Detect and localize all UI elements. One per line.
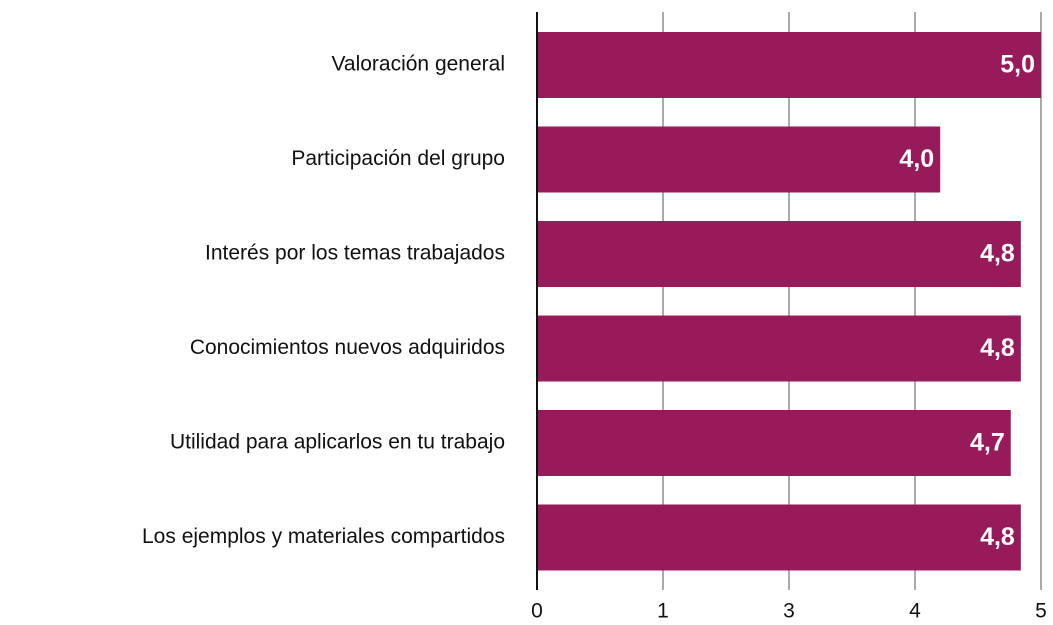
x-tick-label: 4	[909, 600, 921, 623]
bar	[537, 504, 1021, 571]
value-label: 5,0	[1000, 51, 1035, 79]
x-tick-label: 0	[531, 600, 543, 623]
value-label: 4,8	[980, 334, 1015, 362]
bar	[537, 221, 1021, 287]
bar	[537, 410, 1011, 476]
bar	[537, 315, 1021, 382]
category-label: Los ejemplos y materiales compartidos	[142, 525, 505, 548]
x-tick-label: 1	[657, 600, 669, 623]
category-label: Interés por los temas trabajados	[205, 242, 505, 265]
category-label: Valoración general	[331, 53, 505, 76]
category-label: Participación del grupo	[291, 147, 505, 170]
value-label: 4,8	[980, 523, 1015, 551]
value-label: 4,0	[899, 145, 934, 173]
category-label: Conocimientos nuevos adquiridos	[190, 336, 505, 359]
bar	[537, 126, 941, 193]
x-tick-label: 3	[783, 600, 795, 623]
x-tick-label: 5	[1035, 600, 1047, 623]
value-label: 4,8	[980, 240, 1015, 268]
bar	[537, 32, 1041, 98]
category-label: Utilidad para aplicarlos en tu trabajo	[170, 431, 505, 454]
value-label: 4,7	[970, 429, 1005, 457]
